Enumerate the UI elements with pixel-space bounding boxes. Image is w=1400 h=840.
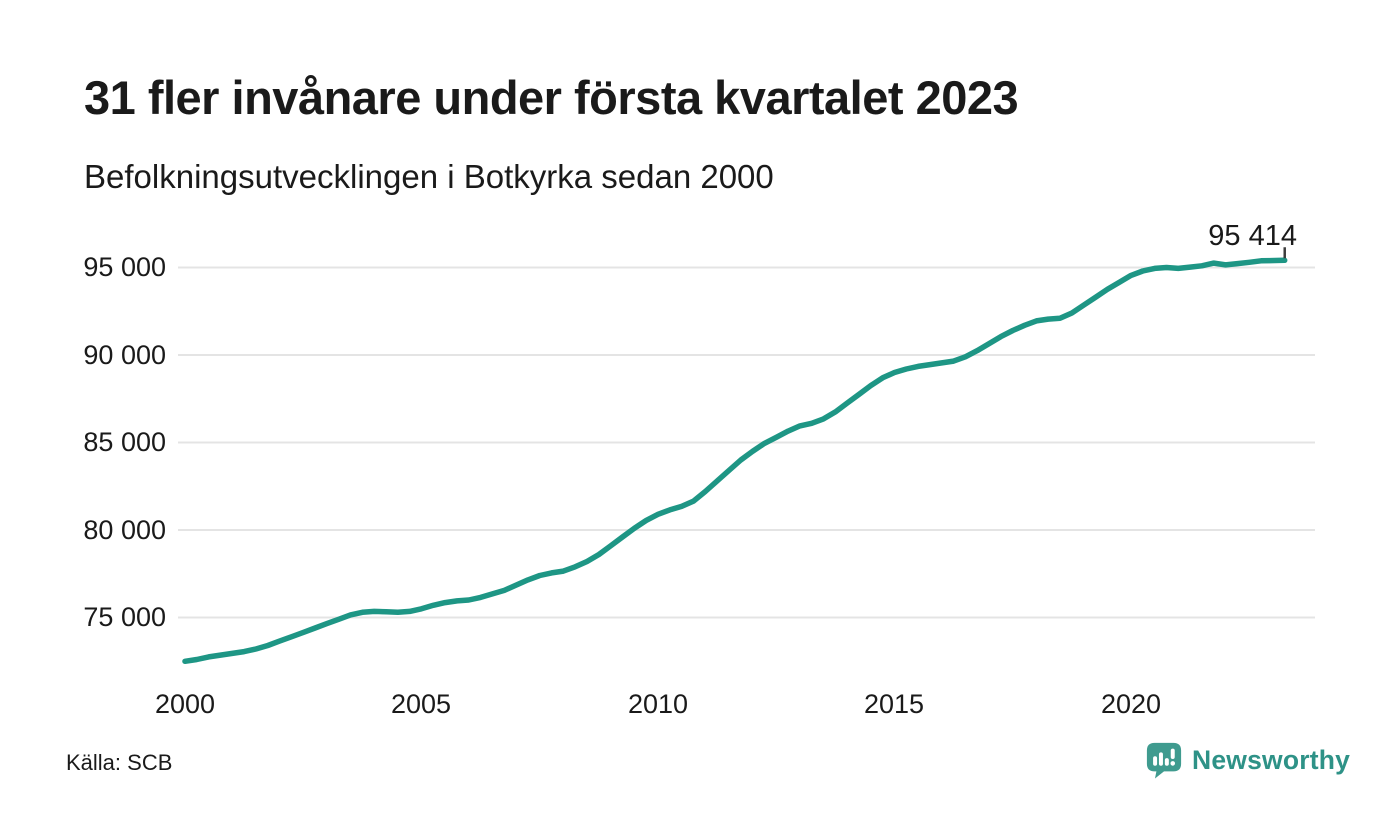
chart-subtitle: Befolkningsutvecklingen i Botkyrka sedan… — [84, 158, 774, 195]
population-line — [182, 257, 1288, 665]
x-tick-label: 2010 — [627, 689, 689, 719]
y-tick-label: 85 000 — [83, 427, 166, 457]
chart-title: 31 fler invånare under första kvartalet … — [84, 71, 1019, 124]
x-tick-label: 2020 — [1100, 689, 1162, 719]
y-tick-label: 90 000 — [83, 340, 166, 370]
y-tick-label: 95 000 — [83, 252, 166, 282]
newsworthy-logo-icon — [1146, 742, 1182, 779]
y-tick-label: 80 000 — [83, 515, 166, 545]
newsworthy-logo-text: Newsworthy — [1192, 744, 1351, 775]
x-tick-label: 2000 — [154, 689, 216, 719]
x-tick-label: 2005 — [390, 689, 452, 719]
y-tick-label: 75 000 — [83, 602, 166, 632]
source-note: Källa: SCB — [66, 750, 173, 775]
newsworthy-logo: Newsworthy — [1145, 741, 1350, 779]
last-value-label: 95 414 — [1208, 220, 1297, 252]
x-tick-label: 2015 — [863, 689, 925, 719]
